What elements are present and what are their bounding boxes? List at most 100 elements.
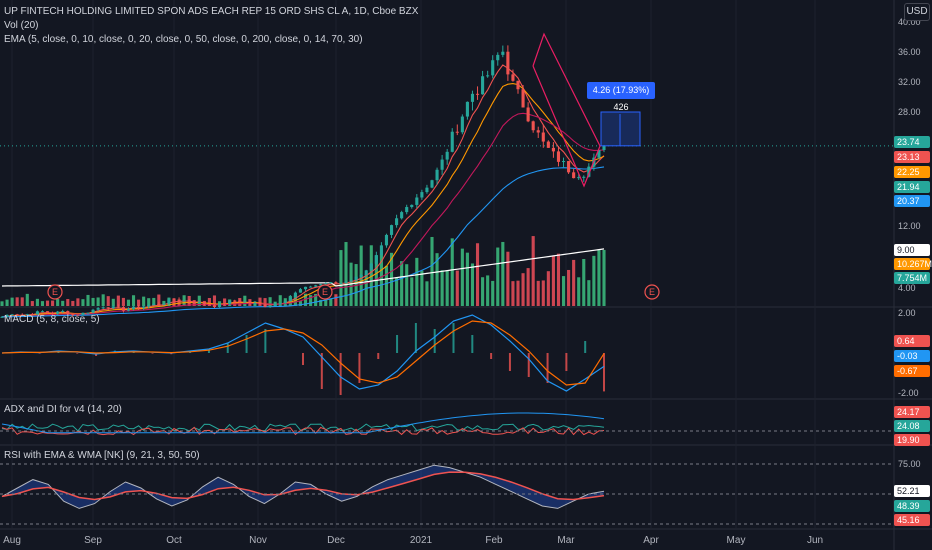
- symbol-title[interactable]: UP FINTECH HOLDING LIMITED SPON ADS EACH…: [4, 6, 419, 17]
- candle-body: [582, 176, 586, 178]
- volume-bar: [567, 269, 571, 306]
- macd-histogram-bar: [433, 329, 436, 353]
- svg-text:45.16: 45.16: [897, 515, 920, 525]
- candle-body: [121, 307, 125, 311]
- volume-bar: [91, 297, 95, 306]
- volume-bar: [263, 298, 267, 306]
- volume-bar: [45, 300, 50, 306]
- macd-histogram-bar: [339, 353, 342, 395]
- candle-body: [445, 151, 449, 160]
- candle-body: [137, 306, 141, 309]
- volume-bar: [384, 265, 389, 306]
- macd-histogram-bar: [151, 353, 154, 354]
- candle-body: [182, 300, 186, 302]
- macd-histogram-bar: [584, 341, 587, 353]
- volume-bar: [207, 297, 211, 306]
- candle-body: [273, 303, 277, 306]
- candle-body: [319, 284, 323, 286]
- svg-text:48.39: 48.39: [897, 501, 920, 511]
- volume-bar: [455, 270, 459, 306]
- candle-body: [106, 307, 110, 309]
- ema-line: [1, 166, 605, 318]
- svg-text:23.74: 23.74: [897, 137, 920, 147]
- macd-tick-label: 2.00: [898, 308, 916, 318]
- candle-body: [329, 282, 333, 284]
- rsi-title[interactable]: RSI with EMA & WMA [NK] (9, 21, 3, 50, 5…: [4, 450, 200, 461]
- volume-bar: [506, 251, 510, 306]
- candle-body: [233, 300, 237, 302]
- svg-text:22.25: 22.25: [897, 167, 920, 177]
- volume-bar: [298, 301, 303, 306]
- candle-body: [521, 89, 525, 108]
- volume-bar: [435, 253, 439, 306]
- adx-line: [1, 412, 605, 434]
- svg-text:-0.03: -0.03: [897, 351, 918, 361]
- macd-histogram-bar: [245, 335, 248, 353]
- volume-bar: [460, 248, 464, 306]
- candle-body: [81, 312, 85, 315]
- volume-bar: [30, 301, 34, 306]
- price-label: 20.37: [894, 195, 930, 207]
- svg-text:52.21: 52.21: [897, 486, 920, 496]
- candle-body: [465, 101, 469, 117]
- candle-body: [116, 306, 120, 308]
- volume-bar: [121, 297, 125, 306]
- earnings-marker: E: [317, 284, 333, 300]
- candle-body: [526, 107, 530, 122]
- svg-text:24.17: 24.17: [897, 407, 920, 417]
- volume-bar: [491, 280, 495, 306]
- volume-bar: [521, 273, 525, 306]
- ema-legend[interactable]: EMA (5, close, 0, 10, close, 0, 20, clos…: [4, 34, 363, 45]
- volume-bar: [157, 294, 161, 306]
- currency-button[interactable]: USD: [904, 3, 930, 21]
- volume-bar: [516, 280, 520, 306]
- candle-body: [395, 218, 399, 226]
- rsi-tick-label: 75.00: [898, 459, 921, 469]
- candle-body: [344, 281, 348, 283]
- x-tick-label: Sep: [84, 535, 102, 546]
- candle-body: [223, 303, 227, 305]
- macd-title[interactable]: MACD (5, 8, close, 5): [4, 314, 100, 325]
- candle-body: [162, 303, 166, 305]
- macd-histogram-bar: [471, 335, 474, 353]
- candle-body: [288, 297, 292, 302]
- candle-body: [597, 149, 601, 158]
- price-label: 24.17: [894, 406, 930, 418]
- candle-body: [511, 74, 515, 81]
- pattern-drawing[interactable]: [532, 32, 641, 188]
- macd-histogram-bar: [207, 349, 210, 353]
- volume-bar: [126, 299, 131, 306]
- volume-bar: [66, 299, 70, 306]
- price-label: 10.267M: [894, 258, 932, 270]
- candle-body: [561, 161, 566, 163]
- volume-bar: [76, 298, 80, 306]
- rsi-ema-line: [1, 471, 605, 501]
- volume-bar: [223, 298, 227, 306]
- price-label: 23.74: [894, 136, 930, 148]
- svg-text:E: E: [52, 287, 58, 297]
- volume-bar: [511, 281, 515, 306]
- candle-body: [278, 302, 282, 304]
- candle-body: [379, 245, 383, 256]
- macd-tick-label: -2.00: [898, 388, 919, 398]
- candle-body: [15, 314, 19, 316]
- volume-bar: [526, 268, 530, 306]
- macd-line: [1, 320, 605, 386]
- y-tick-label: 12.00: [898, 221, 921, 231]
- candle-body: [197, 302, 201, 304]
- indicator-panes: 2.00 -2.00 75.00: [0, 308, 921, 525]
- price-label: 48.39: [894, 500, 930, 512]
- svg-text:19.90: 19.90: [897, 435, 920, 445]
- candle-body: [536, 130, 540, 133]
- volume-bar: [334, 294, 338, 306]
- candle-body: [364, 270, 368, 275]
- candle-body: [101, 307, 105, 309]
- volume-legend[interactable]: Vol (20): [4, 20, 39, 31]
- adx-title[interactable]: ADX and DI for v4 (14, 20): [4, 404, 122, 415]
- wedge-pattern: [532, 32, 601, 188]
- volume-bar: [587, 280, 591, 306]
- price-label: 23.13: [894, 151, 930, 163]
- candle-body: [475, 93, 480, 95]
